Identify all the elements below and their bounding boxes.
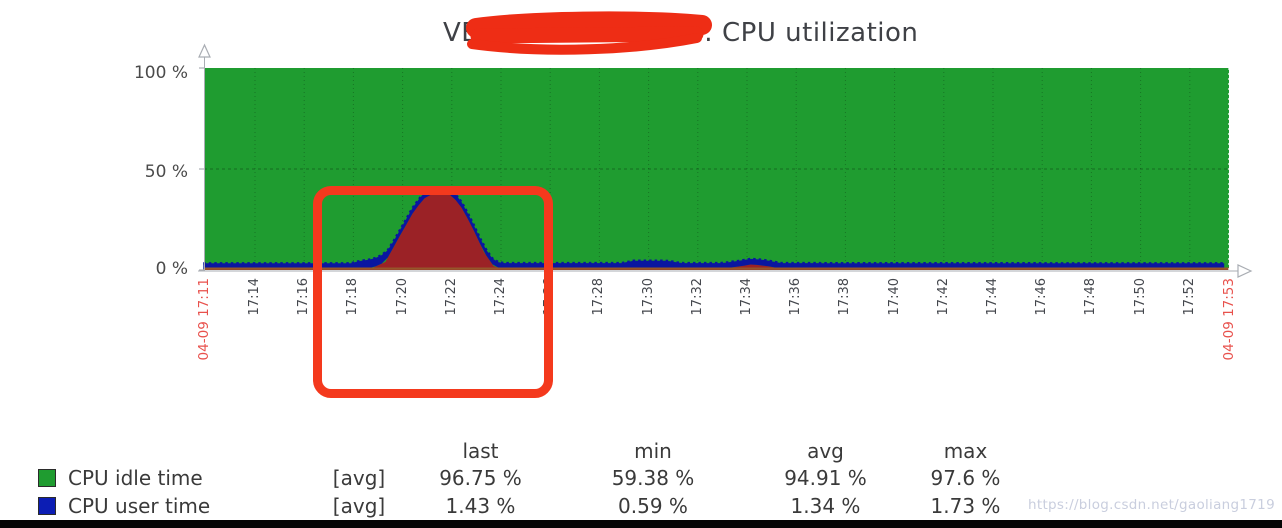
legend-header-last: last — [462, 439, 499, 463]
y-tick-label-100: 100 % — [133, 63, 188, 83]
legend-row-idle-func: [avg] — [332, 466, 386, 490]
legend-row-idle-max: 97.6 % — [930, 466, 1001, 490]
csdn-watermark: https://blog.csdn.net/gaoliang1719 — [1028, 497, 1275, 513]
legend-row-user-func: [avg] — [332, 494, 386, 518]
legend-row-user-max: 1.73 % — [930, 494, 1001, 518]
user-series-swatch — [38, 497, 56, 515]
idle-series-swatch — [38, 469, 56, 487]
legend-row-idle-label: CPU idle time — [68, 466, 203, 490]
legend-header-max: max — [943, 439, 988, 463]
legend-row-idle-avg: 94.91 % — [784, 466, 867, 490]
legend-row-idle-min: 59.38 % — [611, 466, 695, 490]
y-tick-label-0: 0 % — [155, 259, 188, 279]
legend-row-user-last: 1.43 % — [445, 494, 516, 518]
legend-row-user-label: CPU user time — [68, 494, 211, 518]
y-tick-label-50: 50 % — [144, 162, 188, 182]
bottom-black-bar — [0, 520, 1282, 528]
redaction-scribble — [466, 11, 712, 55]
legend: last min avg max CPU idle time [avg] 96.… — [38, 438, 1033, 520]
legend-header-avg: avg — [807, 439, 844, 463]
spike-highlight-box — [313, 186, 553, 398]
legend-row-idle-last: 96.75 % — [439, 466, 522, 490]
cpu-utilization-plot — [198, 43, 1253, 278]
graph-title-suffix: : CPU utilization — [704, 18, 919, 48]
legend-row-user-avg: 1.34 % — [790, 494, 861, 518]
legend-header-min: min — [634, 439, 672, 463]
legend-row-user-min: 0.59 % — [618, 494, 688, 518]
